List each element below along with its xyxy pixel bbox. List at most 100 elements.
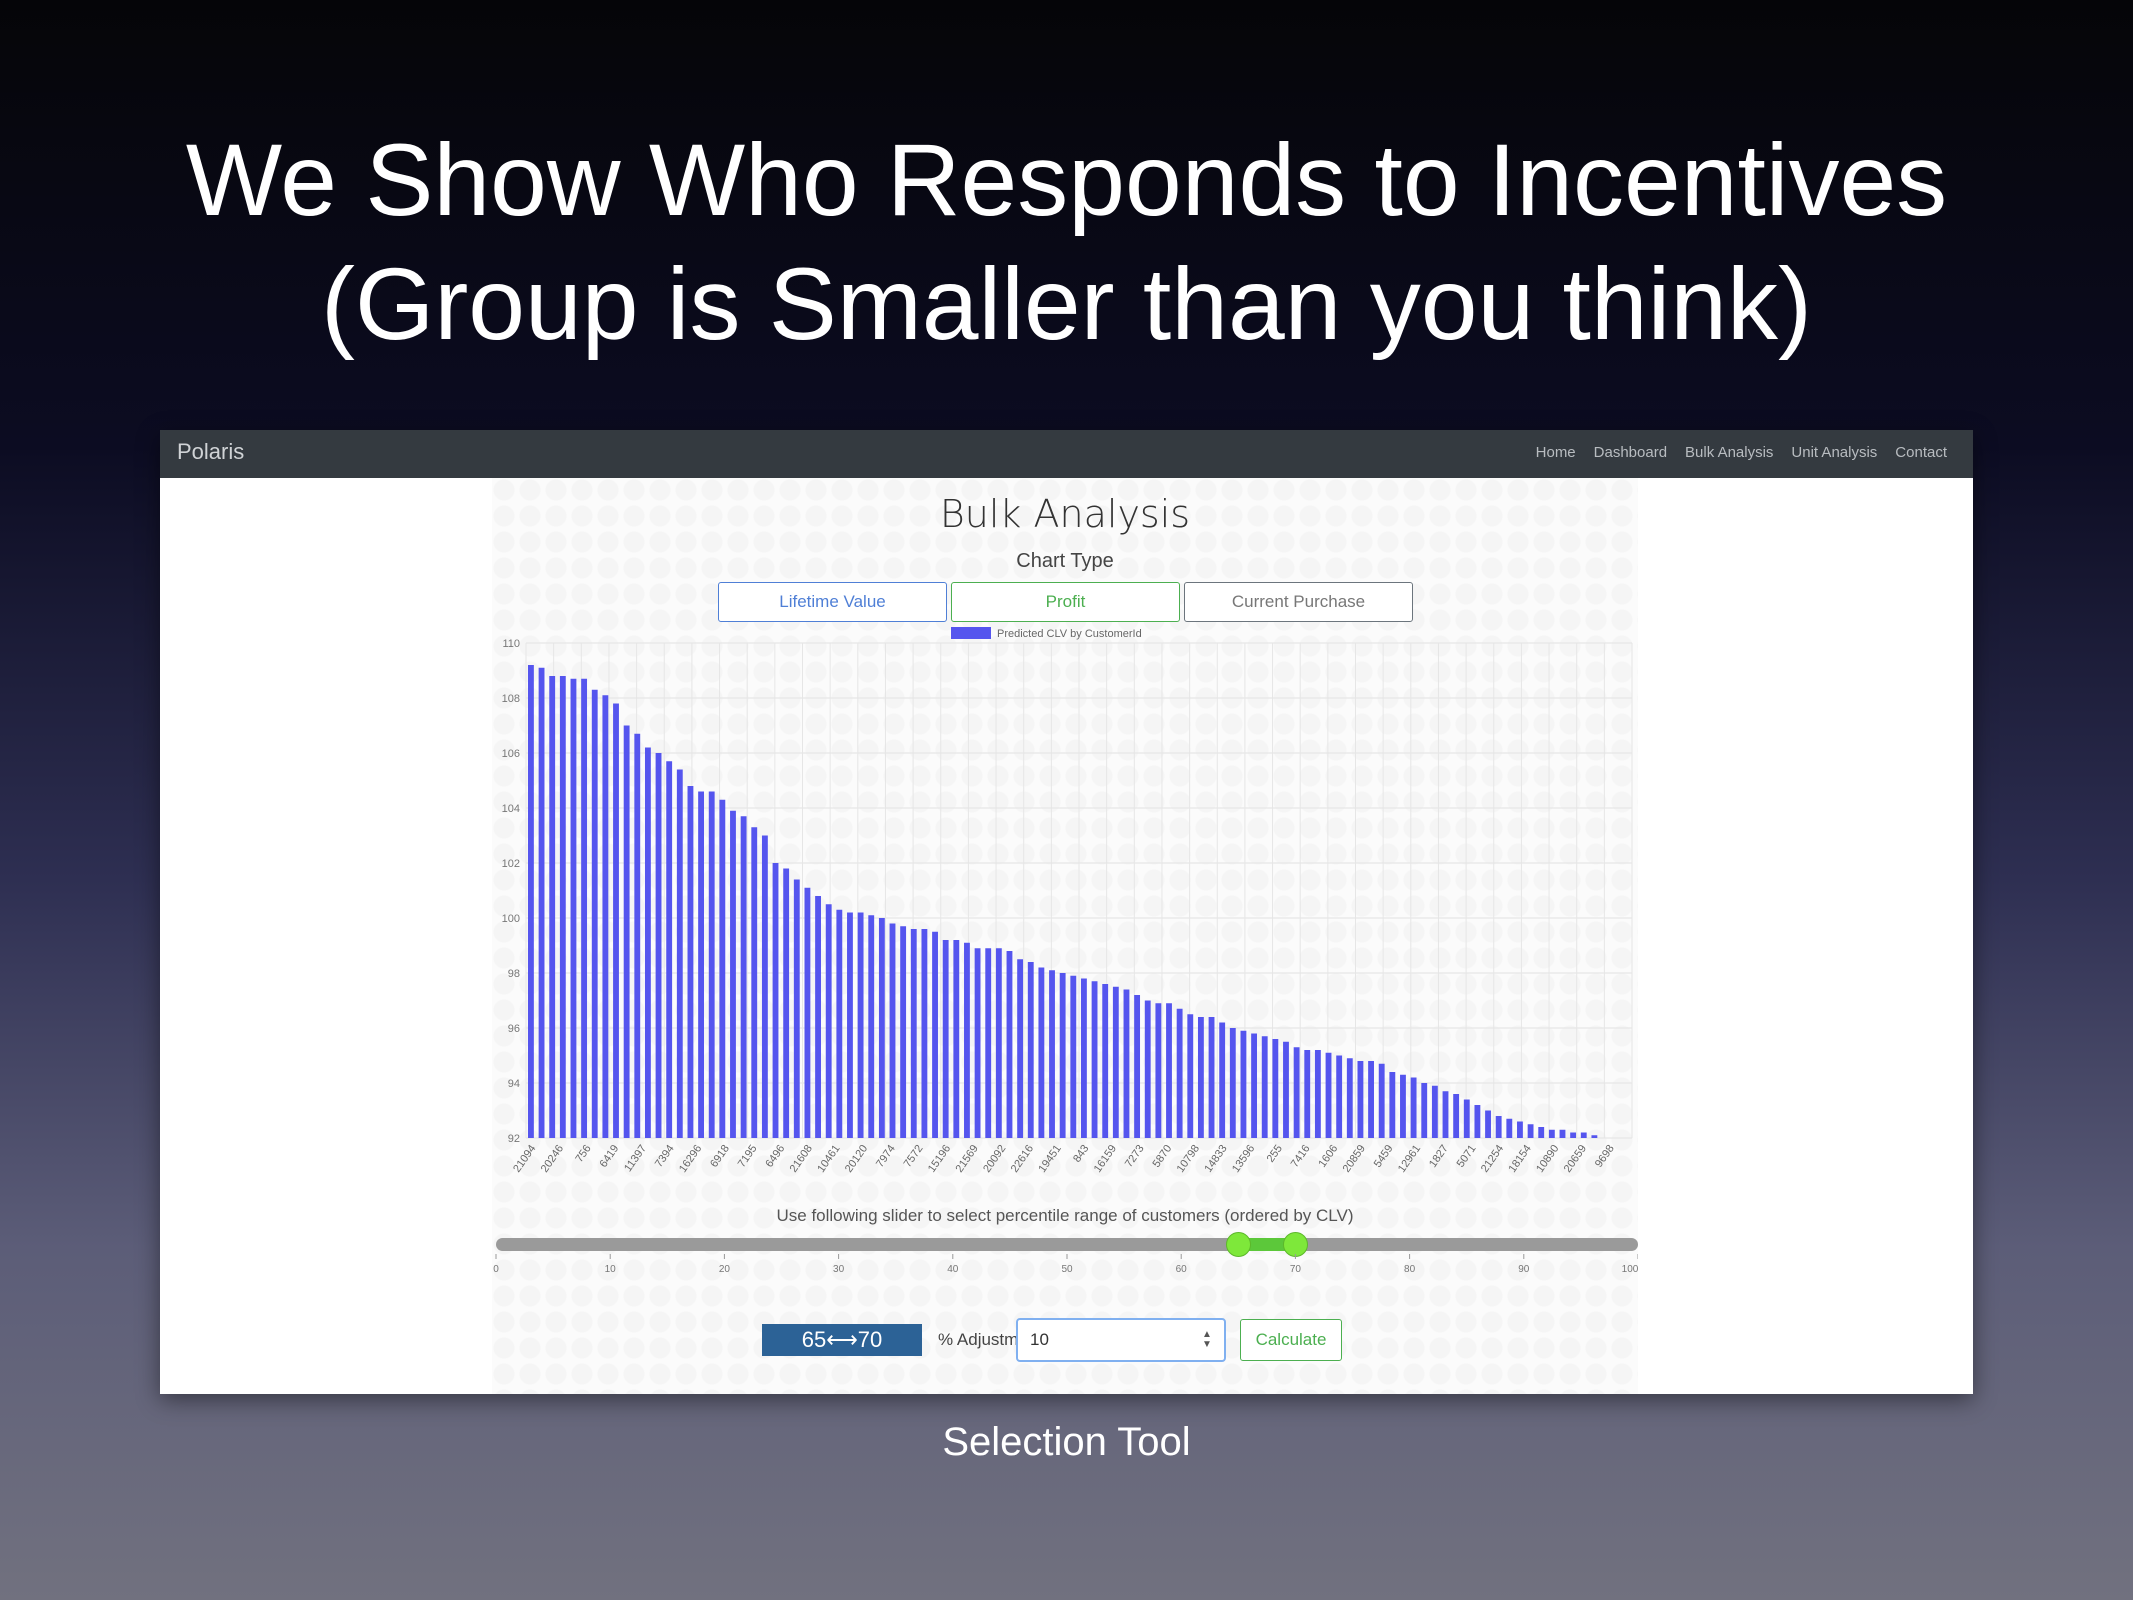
nav-bulk-analysis[interactable]: Bulk Analysis bbox=[1685, 444, 1774, 461]
bar bbox=[623, 725, 630, 1138]
adjustment-input[interactable] bbox=[1016, 1318, 1226, 1362]
slider-tick-label: 100 bbox=[1622, 1264, 1638, 1275]
x-tick-label: 21608 bbox=[788, 1143, 815, 1175]
x-tick-label: 20246 bbox=[539, 1143, 566, 1175]
y-tick-label: 110 bbox=[502, 638, 520, 650]
adjustment-label: % Adjustment bbox=[938, 1330, 1042, 1349]
nav-home[interactable]: Home bbox=[1535, 444, 1576, 461]
bar bbox=[1272, 1039, 1279, 1138]
x-tick-label: 20659 bbox=[1562, 1143, 1589, 1175]
x-tick-label: 10798 bbox=[1175, 1143, 1202, 1175]
slider-ticks: 0 10 20 30 40 50 60 70 80 90 100 bbox=[493, 1254, 1638, 1275]
x-tick-label: 21094 bbox=[511, 1143, 538, 1175]
nav-unit-analysis[interactable]: Unit Analysis bbox=[1791, 444, 1878, 461]
bar bbox=[1400, 1074, 1406, 1138]
profit-button[interactable]: Profit bbox=[951, 582, 1180, 622]
bar bbox=[666, 761, 673, 1138]
main-content: Bulk Analysis Chart Type Lifetime Value … bbox=[492, 478, 1638, 1394]
bar bbox=[1368, 1061, 1374, 1138]
bar bbox=[804, 887, 811, 1138]
bar bbox=[1495, 1116, 1502, 1138]
bar bbox=[581, 678, 588, 1138]
spinner-arrows-icon[interactable]: ▲ ▼ bbox=[1202, 1329, 1212, 1350]
bar bbox=[1251, 1033, 1258, 1138]
nav-dashboard[interactable]: Dashboard bbox=[1593, 444, 1668, 461]
current-purchase-button[interactable]: Current Purchase bbox=[1184, 582, 1413, 622]
bar bbox=[1102, 984, 1109, 1138]
bar bbox=[942, 940, 949, 1138]
bar bbox=[1304, 1050, 1311, 1138]
slider-tick-label: 30 bbox=[833, 1264, 845, 1275]
x-tick-label: 10461 bbox=[815, 1143, 842, 1175]
bar bbox=[868, 915, 875, 1138]
bar bbox=[1431, 1085, 1438, 1138]
slider-tick-label: 0 bbox=[493, 1264, 499, 1275]
bar bbox=[1421, 1083, 1428, 1138]
bar bbox=[974, 948, 981, 1138]
bar bbox=[910, 929, 917, 1138]
bar bbox=[1038, 967, 1045, 1138]
slider-handle-low[interactable] bbox=[1226, 1232, 1252, 1257]
bar bbox=[1548, 1129, 1555, 1138]
bar bbox=[1527, 1124, 1534, 1138]
x-tick-label: 255 bbox=[1265, 1143, 1285, 1165]
slider-handle-high[interactable] bbox=[1283, 1232, 1309, 1257]
chart-type-label: Chart Type bbox=[1016, 550, 1114, 572]
bar bbox=[1442, 1091, 1449, 1138]
y-tick-label: 92 bbox=[508, 1133, 520, 1145]
x-tick-label: 13596 bbox=[1230, 1143, 1257, 1175]
range-display: 65⟷70 bbox=[762, 1324, 922, 1356]
x-tick-label: 12961 bbox=[1396, 1143, 1423, 1175]
bar bbox=[1049, 970, 1055, 1138]
bar bbox=[1176, 1008, 1183, 1138]
bar bbox=[857, 912, 864, 1138]
y-tick-label: 94 bbox=[508, 1078, 520, 1090]
nav-links: Home Dashboard Bulk Analysis Unit Analys… bbox=[1536, 444, 1947, 461]
bar bbox=[751, 827, 758, 1138]
bar bbox=[1027, 962, 1034, 1138]
bar bbox=[687, 786, 694, 1138]
bar bbox=[1166, 1003, 1172, 1138]
y-tick-label: 96 bbox=[508, 1023, 520, 1035]
percentile-slider-track[interactable] bbox=[496, 1238, 1638, 1251]
bar bbox=[1219, 1022, 1226, 1138]
bar bbox=[1580, 1132, 1587, 1138]
bar bbox=[1059, 973, 1066, 1138]
calculate-button[interactable]: Calculate bbox=[1240, 1319, 1342, 1361]
bar bbox=[591, 689, 598, 1138]
x-tick-label: 14833 bbox=[1202, 1143, 1229, 1175]
bar bbox=[1378, 1063, 1385, 1138]
bar bbox=[698, 791, 705, 1138]
x-tick-label: 21254 bbox=[1479, 1143, 1506, 1175]
bar bbox=[847, 912, 853, 1138]
percentile-slider-range bbox=[1238, 1238, 1296, 1251]
x-tick-label: 6419 bbox=[598, 1143, 622, 1170]
bar bbox=[1346, 1058, 1353, 1138]
bar bbox=[1187, 1014, 1194, 1138]
x-tick-label: 21569 bbox=[953, 1143, 980, 1175]
x-tick-label: 15196 bbox=[926, 1143, 953, 1175]
bar bbox=[1081, 978, 1087, 1138]
x-tick-label: 16296 bbox=[677, 1143, 704, 1175]
nav-contact[interactable]: Contact bbox=[1895, 444, 1947, 461]
bar bbox=[1389, 1072, 1396, 1138]
navbar: Polaris Home Dashboard Bulk Analysis Uni… bbox=[160, 430, 1973, 478]
bar bbox=[1570, 1132, 1577, 1138]
slide-caption: Selection Tool bbox=[942, 1420, 1191, 1464]
x-tick-label: 5071 bbox=[1455, 1143, 1479, 1170]
bar bbox=[921, 929, 928, 1138]
bar bbox=[1070, 975, 1077, 1138]
bar bbox=[634, 733, 641, 1138]
brand-logo[interactable]: Polaris bbox=[177, 439, 245, 464]
x-tick-label: 7974 bbox=[874, 1143, 898, 1170]
x-tick-label: 20120 bbox=[843, 1143, 870, 1175]
x-tick-label: 9698 bbox=[1593, 1143, 1617, 1170]
y-tick-label: 98 bbox=[508, 968, 520, 980]
x-tick-label: 18154 bbox=[1506, 1143, 1533, 1175]
y-tick-label: 108 bbox=[502, 693, 520, 705]
bar bbox=[1091, 981, 1098, 1138]
bar bbox=[995, 948, 1002, 1138]
lifetime-value-button[interactable]: Lifetime Value bbox=[718, 582, 947, 622]
slide-title: We Show Who Responds to Incentives (Grou… bbox=[0, 118, 2133, 366]
